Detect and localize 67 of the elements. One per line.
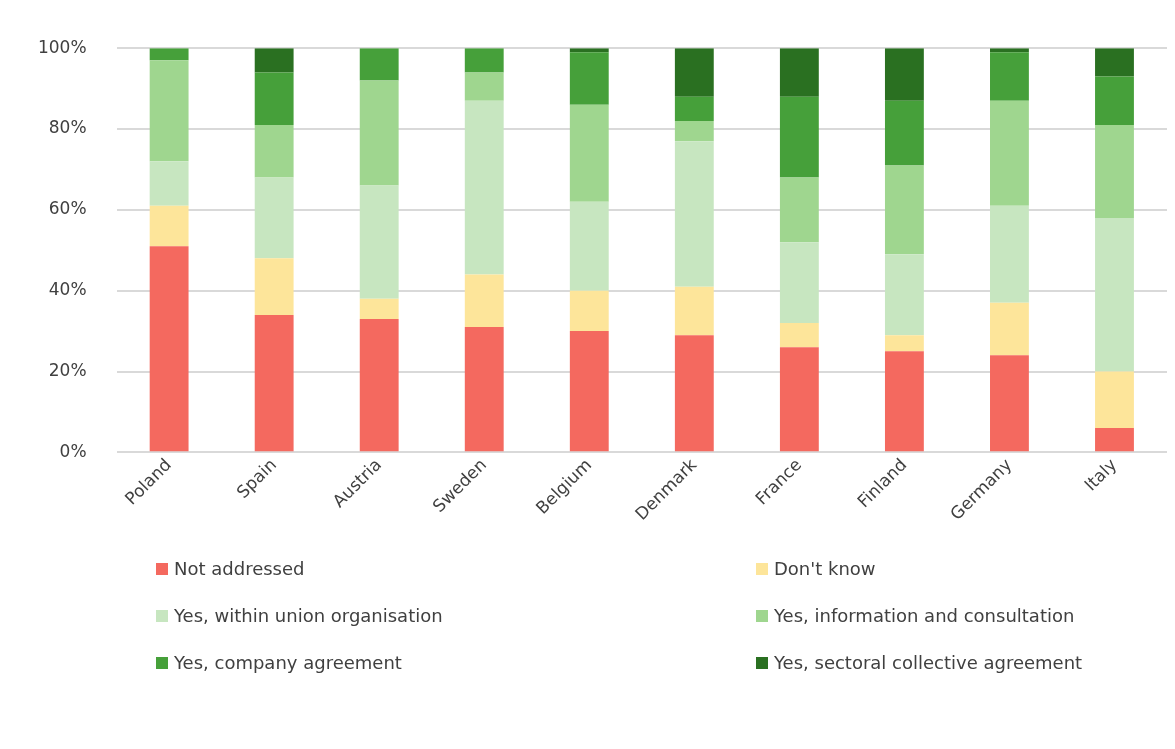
- legend-label: Don't know: [774, 558, 876, 579]
- bar: [464, 274, 504, 328]
- bar: [359, 298, 399, 319]
- bar: [1095, 371, 1134, 429]
- bar: [674, 120, 714, 142]
- bar: [884, 165, 924, 255]
- legend-label: Yes, company agreement: [174, 652, 402, 673]
- bar: [674, 335, 714, 452]
- bar: [254, 177, 294, 259]
- bar: [990, 100, 1029, 206]
- bar: [1095, 76, 1134, 125]
- bar: [990, 205, 1029, 303]
- bar: [569, 201, 609, 291]
- y-tick-label: 40%: [48, 279, 87, 300]
- bar: [359, 185, 399, 299]
- bar: [779, 48, 819, 97]
- bar: [464, 327, 504, 452]
- bar: [149, 161, 189, 206]
- bar: [779, 323, 819, 348]
- bar: [779, 242, 819, 324]
- y-tick-label: 0%: [59, 440, 87, 461]
- bar: [359, 318, 399, 452]
- bar: [254, 124, 294, 178]
- bar: [884, 48, 924, 101]
- bar: [1095, 48, 1134, 77]
- bar: [254, 258, 294, 315]
- bar: [884, 254, 924, 336]
- bar: [1095, 217, 1134, 372]
- bar: [254, 314, 294, 452]
- bar: [990, 52, 1029, 101]
- bar: [569, 290, 609, 332]
- bar: [569, 331, 609, 452]
- bar: [254, 72, 294, 125]
- legend-label: Yes, sectoral collective agreement: [774, 652, 1083, 673]
- bar: [990, 355, 1029, 452]
- bar: [359, 80, 399, 186]
- y-tick-label: 60%: [48, 198, 87, 219]
- bar: [884, 335, 924, 352]
- bar: [254, 48, 294, 73]
- bar: [779, 96, 819, 178]
- bar: [884, 351, 924, 452]
- y-tick-label: 80%: [48, 117, 87, 138]
- bar: [149, 205, 189, 247]
- bar: [149, 246, 189, 452]
- y-tick-label: 100%: [37, 36, 87, 57]
- bar: [990, 302, 1029, 356]
- bar: [674, 141, 714, 287]
- legend-label: Yes, within union organisation: [174, 605, 443, 626]
- bar: [569, 52, 609, 105]
- bar: [569, 104, 609, 202]
- bar: [149, 60, 189, 162]
- bar: [779, 177, 819, 243]
- bar: [674, 286, 714, 336]
- bar: [464, 100, 504, 275]
- bar: [464, 48, 504, 73]
- bar: [149, 48, 189, 61]
- bar: [464, 72, 504, 101]
- bar: [359, 48, 399, 81]
- legend-label: Not addressed: [174, 558, 305, 579]
- bar: [1095, 428, 1134, 452]
- bar: [674, 48, 714, 97]
- bar: [1095, 124, 1134, 218]
- bar: [674, 96, 714, 121]
- bar: [884, 100, 924, 166]
- bar: [779, 347, 819, 452]
- y-tick-label: 20%: [48, 359, 87, 380]
- legend-label: Yes, information and consultation: [774, 605, 1075, 626]
